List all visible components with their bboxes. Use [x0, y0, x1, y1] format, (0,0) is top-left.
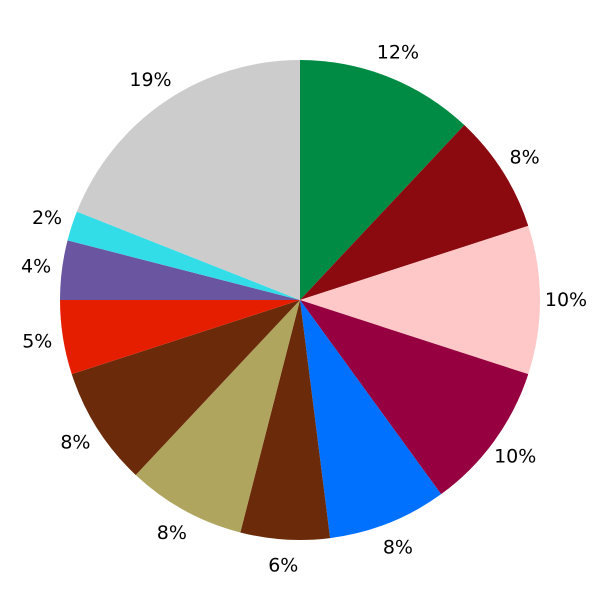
slice-label: 8%: [60, 432, 90, 454]
slice-label: 8%: [157, 522, 187, 544]
pie-slice: [300, 225, 540, 375]
pie-slice: [135, 300, 300, 533]
pie-slice: [240, 300, 331, 540]
slice-label: 12%: [377, 42, 419, 64]
pie-slice: [300, 300, 529, 495]
slice-label: 5%: [22, 331, 52, 353]
slice-label: 4%: [21, 256, 51, 278]
slice-label: 2%: [32, 207, 62, 229]
pie-slice: [300, 125, 529, 300]
pie-slice: [76, 60, 301, 300]
slice-label: 10%: [494, 445, 536, 467]
slice-label: 19%: [129, 69, 171, 91]
pie-slice: [71, 300, 301, 475]
slice-label: 6%: [268, 554, 298, 576]
pie-slice: [60, 300, 300, 375]
pie-slice: [300, 300, 442, 539]
pie-slice: [300, 60, 465, 300]
slice-label: 8%: [383, 536, 413, 558]
slice-label: 8%: [510, 146, 540, 168]
slice-label: 10%: [545, 289, 587, 311]
pie-slice: [60, 240, 300, 300]
pie-slice: [67, 211, 300, 300]
